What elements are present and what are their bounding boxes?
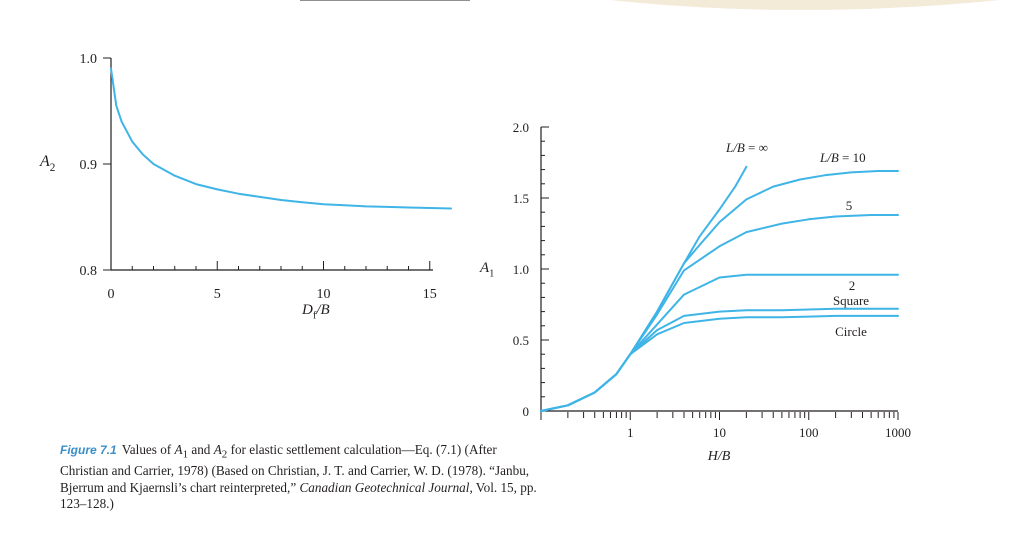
chart-a1-curves: [540, 165, 899, 412]
chart-a2-labels: 0.8 0.9 1.0 0 5 10 15 A2 Df/B: [39, 52, 437, 322]
a2-x-tick-label: 15: [423, 287, 437, 302]
a2-curve: [110, 67, 452, 210]
caption-text-3: for elastic settlement calculation—Eq. (…: [60, 442, 530, 495]
a1-curve-5: [540, 214, 899, 412]
a1-series-label: L/B = 10: [819, 150, 866, 165]
a1-curve-l-b-: [540, 165, 748, 412]
a2-y-tick-label: 0.9: [80, 158, 98, 173]
a2-y-axis-label: A2: [39, 153, 55, 174]
page-shadow-shape: [610, 0, 1000, 10]
a2-x-axis-label: Df/B: [301, 302, 330, 322]
a1-series-label: 2: [849, 278, 856, 293]
a1-y-tick-label: 1.0: [513, 262, 529, 277]
chart-a1-axes: [540, 126, 899, 420]
a1-y-tick-label: 2.0: [513, 120, 529, 135]
caption-a2-sub: 2: [221, 448, 228, 461]
caption-journal: Canadian Geotechnical Journal: [299, 479, 470, 495]
caption-a1: A: [174, 442, 183, 457]
a2-y-tick-label: 1.0: [80, 52, 98, 67]
a1-x-axis-label: H/B: [707, 449, 731, 464]
chart-a2-curves: [110, 67, 452, 210]
chart-a1-labels: 0 0.5 1.0 1.5 2.0 1 10 100 1000 L/B = ∞ L/B = 10 5 2…: [479, 120, 911, 464]
a2-x-tick-label: 0: [108, 287, 115, 302]
caption-text-2: and: [188, 442, 214, 457]
a2-x-tick-label: 10: [317, 287, 331, 302]
top-page-edge-decoration: [300, 0, 1000, 10]
a1-series-label: 5: [846, 198, 853, 213]
a1-y-tick-label: 0.5: [513, 333, 529, 348]
chart-a2: 0.8 0.9 1.0 0 5 10 15 A2 Df/B: [39, 52, 452, 322]
caption-text-4: , Vol. 15, pp. 123–128.): [60, 479, 537, 512]
a2-y-tick-label: 0.8: [80, 264, 98, 279]
a1-series-label: Circle: [835, 324, 867, 339]
figure-caption: Figure 7.1 Values of A1 and A2 for elast…: [60, 442, 546, 513]
a1-x-tick-label: 100: [799, 425, 819, 440]
caption-figure-label: Figure 7.1: [60, 443, 117, 457]
caption-a2: A: [213, 442, 222, 457]
a1-x-tick-label: 10: [713, 425, 726, 440]
chart-a1: 0 0.5 1.0 1.5 2.0 1 10 100 1000 L/B = ∞ L/B = 10 5 2…: [479, 120, 911, 464]
caption-a1-sub: 1: [182, 448, 189, 461]
a1-series-label: Square: [833, 293, 869, 308]
a1-curve-l-b-10: [540, 170, 899, 412]
a1-x-tick-label: 1: [627, 425, 634, 440]
a1-curve-circle: [540, 314, 899, 412]
a1-x-tick-label: 1000: [885, 425, 911, 440]
a1-series-label: L/B = ∞: [725, 140, 768, 155]
chart-a2-axes: [103, 57, 433, 271]
a1-y-axis-label: A1: [479, 260, 494, 280]
a1-y-tick-label: 0: [523, 404, 530, 419]
caption-text-1: Values of: [121, 442, 175, 457]
a1-y-tick-label: 1.5: [513, 191, 529, 206]
a2-x-tick-label: 5: [214, 287, 221, 302]
